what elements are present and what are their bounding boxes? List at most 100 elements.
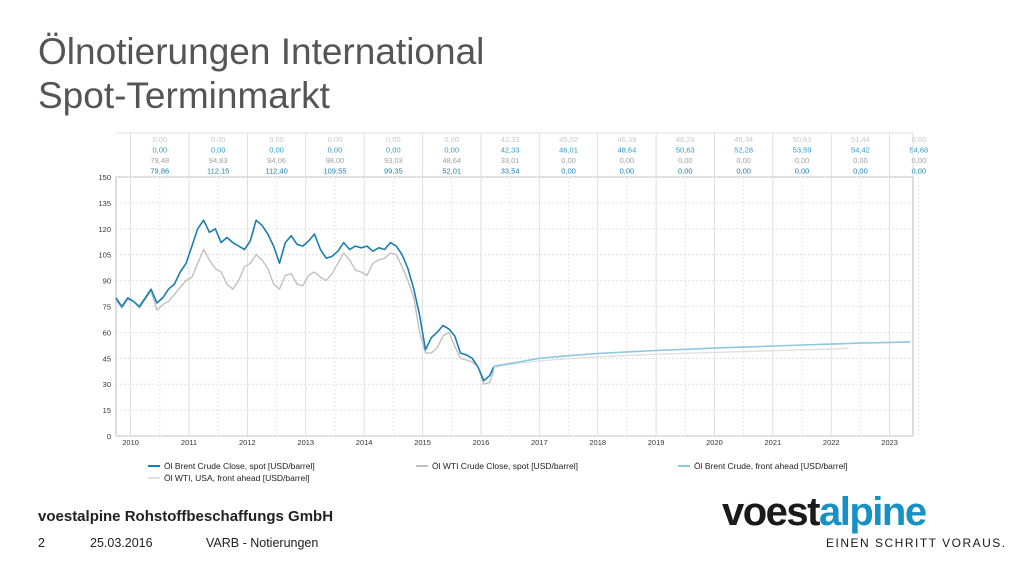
y-tick-label: 30 (103, 380, 111, 389)
y-tick-label: 0 (107, 432, 111, 441)
logo-word-part2: alpine (819, 490, 927, 534)
table-cell: 79,48 (150, 156, 169, 165)
table-cell: 0,00 (795, 156, 810, 165)
table-cell: 79,86 (150, 167, 169, 176)
value-table: 0,000,0079,4879,860,000,0094,83112,150,0… (116, 132, 928, 436)
x-tick-label: 2018 (589, 438, 606, 447)
table-cell: 0,00 (152, 135, 167, 144)
table-cell: 46,01 (559, 146, 578, 155)
y-tick-label: 15 (103, 406, 111, 415)
y-tick-label: 75 (103, 303, 111, 312)
table-cell: 42,33 (501, 135, 520, 144)
table-cell: 0,00 (620, 156, 635, 165)
table-cell: 48,23 (676, 135, 695, 144)
table-cell: 0,00 (269, 146, 284, 155)
table-cell: 0,00 (386, 146, 401, 155)
y-tick-label: 45 (103, 354, 111, 363)
table-cell: 112,15 (207, 167, 229, 176)
table-cell: 0,00 (736, 156, 751, 165)
y-tick-label: 135 (98, 199, 111, 208)
table-cell: 0,00 (795, 167, 810, 176)
x-tick-label: 2015 (414, 438, 431, 447)
table-cell: 51,44 (851, 135, 870, 144)
series-line (493, 341, 911, 367)
footer-date: 25.03.2016 (90, 536, 153, 550)
x-tick-label: 2020 (706, 438, 723, 447)
table-cell: 48,64 (618, 146, 637, 155)
footer-company: voestalpine Rohstoffbeschaffungs GmbH (38, 508, 334, 525)
x-tick-label: 2016 (473, 438, 490, 447)
x-tick-label: 2021 (765, 438, 782, 447)
table-cell: 109,55 (323, 167, 346, 176)
table-cell: 0,00 (912, 167, 927, 176)
table-cell: 0,00 (328, 146, 343, 155)
slide-title: Ölnotierungen International Spot-Terminm… (38, 30, 484, 118)
x-tick-label: 2022 (823, 438, 840, 447)
table-cell: 0,00 (678, 156, 693, 165)
y-tick-label: 60 (103, 328, 111, 337)
x-tick-label: 2013 (297, 438, 314, 447)
table-cell: 0,00 (853, 167, 868, 176)
table-cell: 98,00 (326, 156, 345, 165)
y-tick-label: 150 (98, 173, 111, 182)
table-cell: 54,42 (851, 146, 870, 155)
table-cell: 49,34 (734, 135, 753, 144)
table-cell: 0,00 (211, 135, 226, 144)
table-cell: 0,00 (386, 135, 401, 144)
table-cell: 112,40 (265, 167, 287, 176)
table-cell: 94,06 (267, 156, 286, 165)
table-cell: 50,63 (676, 146, 695, 155)
table-cell: 42,33 (501, 146, 520, 155)
y-tick-label: 120 (98, 225, 111, 234)
table-cell: 0,00 (328, 135, 343, 144)
table-cell: 93,03 (384, 156, 403, 165)
table-cell: 0,00 (678, 167, 693, 176)
legend-label: Öl WTI Crude Close, spot [USD/barrel] (432, 461, 578, 471)
table-cell: 54,68 (909, 146, 928, 155)
footer-page-number: 2 (38, 536, 45, 550)
y-tick-label: 90 (103, 277, 111, 286)
legend-label: Öl Brent Crude, front ahead [USD/barrel] (694, 461, 848, 471)
table-cell: 0,00 (211, 146, 226, 155)
table-cell: 45,02 (559, 135, 578, 144)
chart-axes: 0 15 30 45 60 75 90 105 120 135 150 2010 2011 2012 201… (98, 173, 898, 447)
chart-legend: Öl Brent Crude Close, spot [USD/barrel] Ö… (148, 461, 848, 483)
table-cell: 0,00 (853, 156, 868, 165)
table-cell: 52,01 (442, 167, 461, 176)
table-cell: 94,83 (209, 156, 228, 165)
x-tick-label: 2017 (531, 438, 548, 447)
x-tick-label: 2012 (239, 438, 256, 447)
table-cell: 52,28 (734, 146, 753, 155)
footer-subject: VARB - Notierungen (206, 536, 319, 550)
table-cell: 0,00 (152, 146, 167, 155)
slide-title-line1: Ölnotierungen International (38, 31, 485, 72)
x-tick-label: 2014 (356, 438, 373, 447)
series-line (115, 219, 495, 382)
table-cell: 99,35 (384, 167, 403, 176)
table-cell: 0,00 (620, 167, 635, 176)
table-cell: 0,00 (269, 135, 284, 144)
x-tick-label: 2019 (648, 438, 665, 447)
table-cell: 50,63 (793, 135, 812, 144)
series-line (493, 347, 849, 369)
logo-tagline: EINEN SCHRITT VORAUS. (826, 536, 1007, 550)
table-cell: 53,59 (793, 146, 812, 155)
logo-wordmark: voestalpine (722, 490, 927, 535)
table-cell: 33,54 (501, 167, 520, 176)
x-tick-label: 2023 (881, 438, 898, 447)
table-cell: 0,00 (444, 135, 459, 144)
slide-title-line2: Spot-Terminmarkt (38, 75, 330, 116)
legend-label: Öl WTI, USA, front ahead [USD/barrel] (164, 473, 310, 483)
logo-word-part1: voest (722, 490, 821, 534)
y-tick-label: 105 (98, 251, 111, 260)
chart-series (115, 219, 911, 385)
table-cell: 0,00 (736, 167, 751, 176)
table-cell: 0,00 (444, 146, 459, 155)
table-cell: 0,00 (912, 156, 927, 165)
table-cell: 0,00 (561, 156, 576, 165)
table-cell: 0,00 (561, 167, 576, 176)
voestalpine-logo: voestalpine EINEN SCHRITT VORAUS. (722, 490, 1005, 560)
chart-grid (115, 133, 920, 437)
table-cell: 33,01 (501, 156, 520, 165)
